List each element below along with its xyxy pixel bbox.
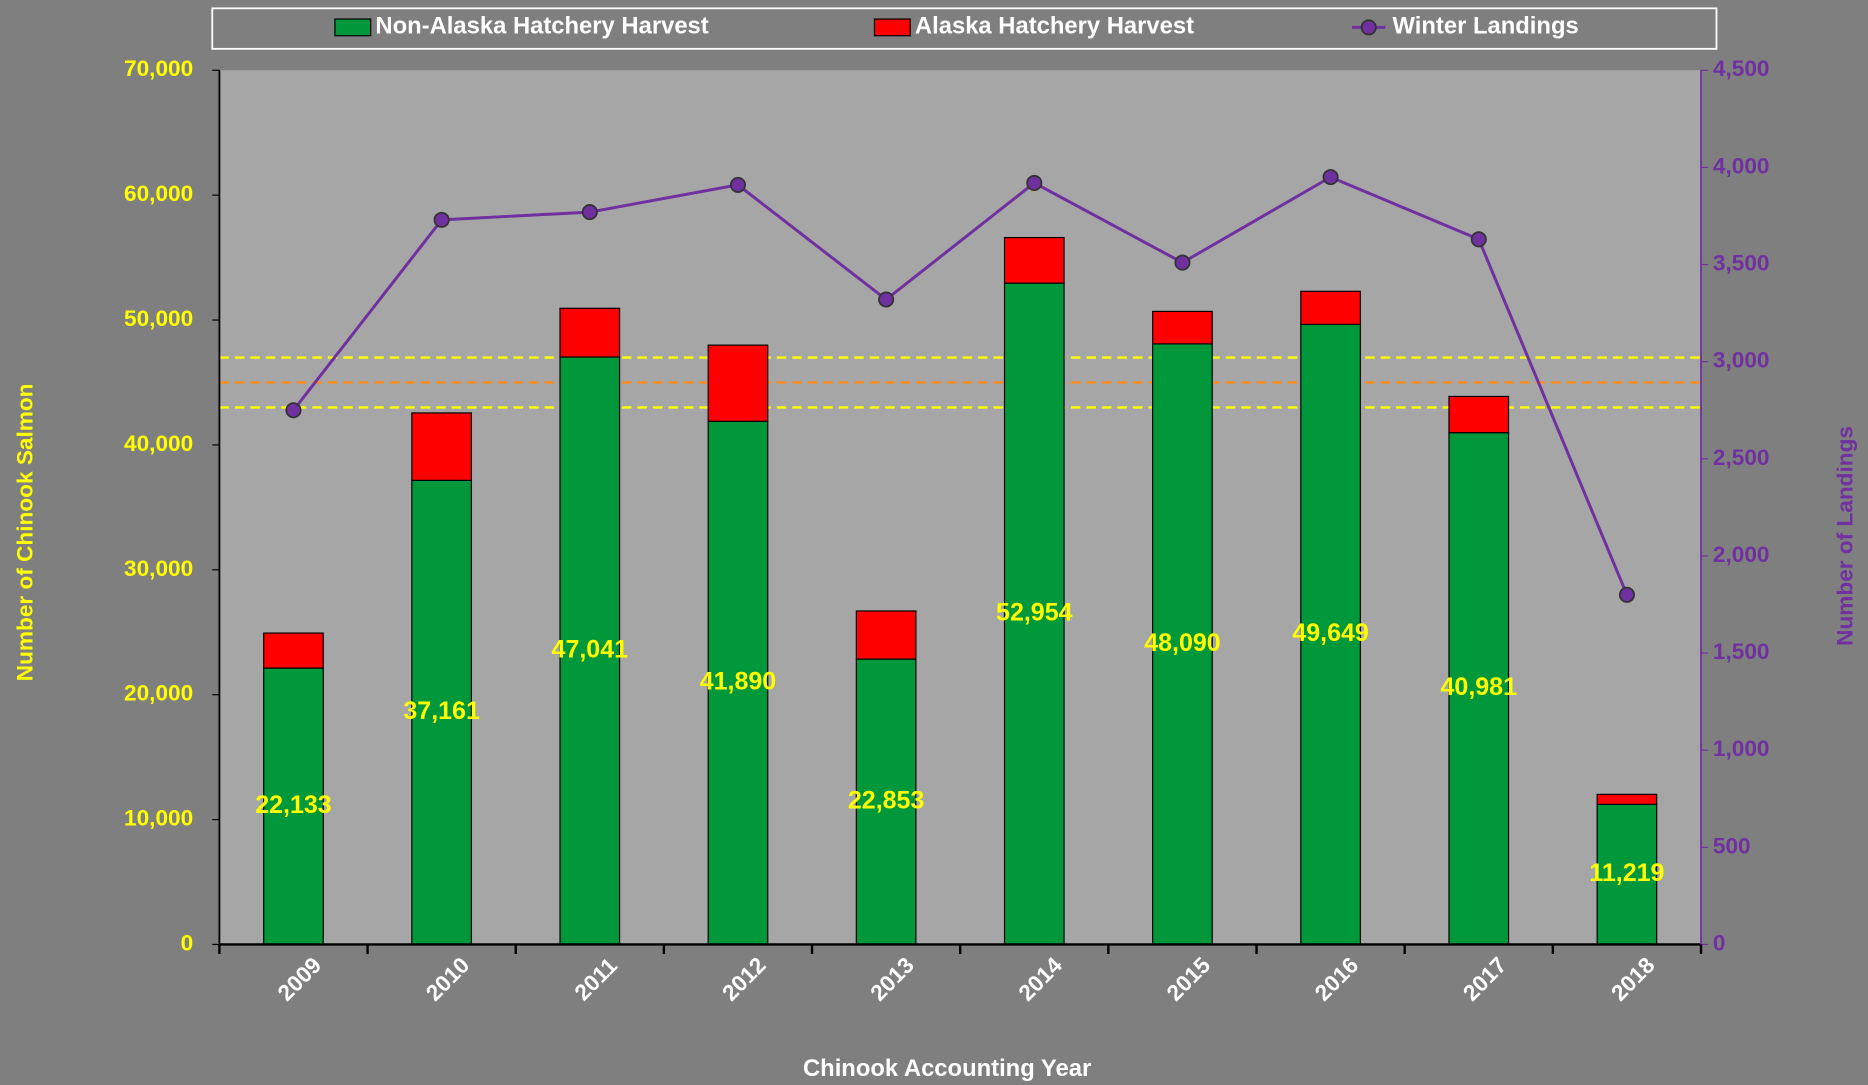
y-tick-label: 40,000 [124,431,193,456]
bar [707,344,769,422]
line-series [292,175,1629,596]
y2-tick-label: 4,000 [1713,153,1770,178]
line-marker [878,291,895,308]
y-tick-label: 20,000 [124,681,193,706]
bar [707,420,769,946]
legend-swatch [873,18,911,37]
legend-marker [1360,19,1377,36]
x-axis-title: Chinook Accounting Year [803,1055,1091,1082]
line-marker [1322,169,1339,186]
bar [263,667,324,946]
y-tick-label: 30,000 [124,556,193,581]
legend-box [211,7,1718,50]
y-tick-label: 70,000 [124,56,193,81]
line-marker [581,204,598,221]
bar [1448,432,1510,946]
data-label: 47,041 [552,635,629,663]
y2-tick-label: 1,500 [1713,639,1770,664]
data-label: 11,219 [1589,859,1664,887]
line-marker [1174,254,1191,271]
y-tick-label: 10,000 [124,806,193,831]
legend-label: Non-Alaska Hatchery Harvest [375,13,708,40]
bar [1596,793,1658,805]
bar [411,412,473,481]
bar [1300,290,1361,326]
y2-tick-label: 4,500 [1713,56,1770,81]
data-label: 41,890 [700,668,776,696]
data-label: 52,954 [996,598,1073,626]
data-label: 37,161 [403,697,480,725]
y2-tick-label: 2,000 [1713,542,1770,567]
y-tick-label: 0 [181,930,194,955]
data-label: 40,981 [1441,673,1518,701]
bar [1003,236,1065,284]
data-label: 49,649 [1292,619,1368,647]
line-marker [1026,174,1043,191]
y2-tick-label: 1,000 [1713,736,1770,761]
bar [1152,343,1213,946]
data-label: 22,133 [255,791,331,819]
bar [559,307,621,358]
bar [855,610,917,660]
line-marker [1618,586,1635,603]
legend-label: Alaska Hatchery Harvest [915,13,1194,40]
y2-tick-label: 2,500 [1713,445,1770,470]
bar [1300,323,1361,946]
legend-swatch [334,18,372,37]
y2-axis-title: Number of Landings [1832,426,1857,646]
y-tick-label: 60,000 [124,181,193,206]
y2-tick-label: 500 [1713,833,1751,858]
line-marker [285,402,302,419]
data-label: 48,090 [1144,629,1220,657]
legend-label: Winter Landings [1393,13,1579,40]
y-tick-label: 50,000 [124,306,193,331]
bar [1003,282,1065,946]
y2-tick-label: 3,500 [1713,251,1770,276]
y2-tick-label: 0 [1713,930,1726,955]
line-marker [1470,231,1487,248]
y2-tick-label: 3,000 [1713,348,1770,373]
line-marker [433,211,450,228]
bar [263,632,324,669]
y-axis-title: Number of Chinook Salmon [12,384,37,682]
line-marker [729,176,747,193]
bar [1152,310,1213,345]
bar [1448,395,1510,434]
data-label: 22,853 [848,786,924,814]
